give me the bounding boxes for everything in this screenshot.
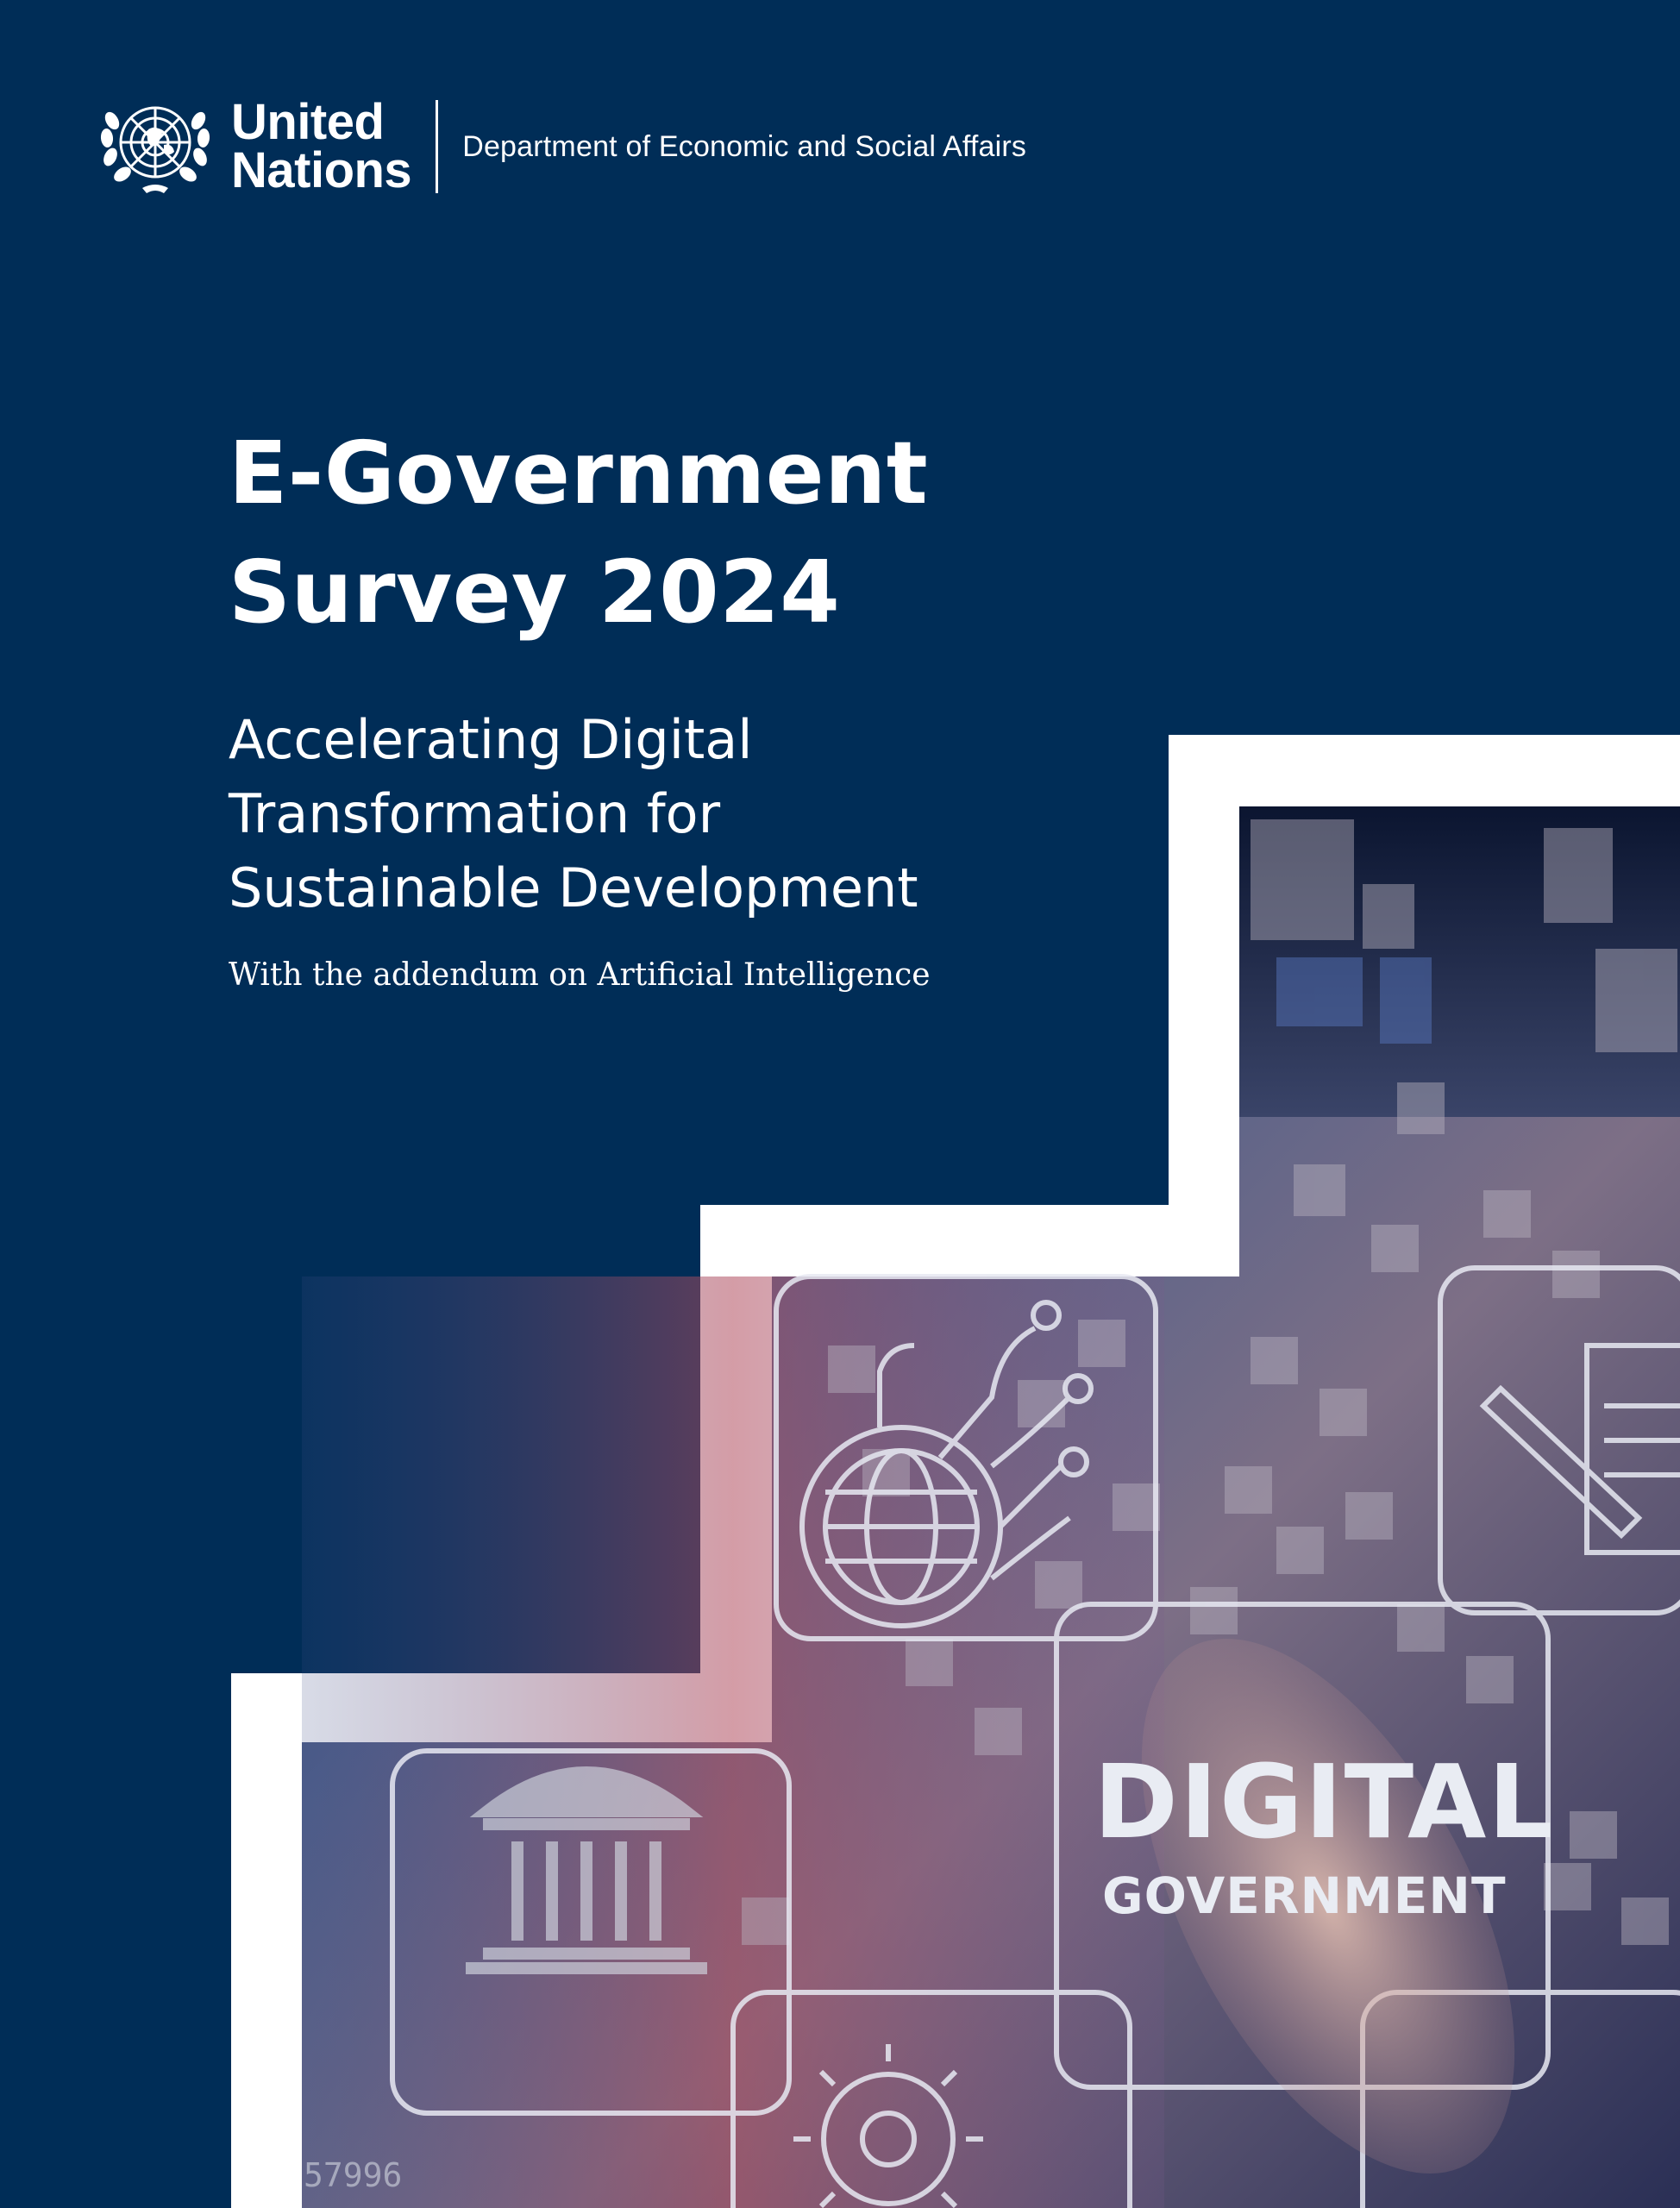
tile-outline <box>390 1748 792 2116</box>
touching-finger <box>1141 1638 1515 2174</box>
photo-corner-number: 57996 <box>304 2156 402 2194</box>
document-edit-icon <box>1479 1343 1680 1555</box>
un-emblem-icon <box>100 106 210 193</box>
report-subtitle: Accelerating Digital Transformation for … <box>229 703 918 925</box>
photo-top-band <box>1239 806 1680 1117</box>
tile-outline <box>774 1274 1158 1641</box>
org-name-line2: Nations <box>231 142 412 198</box>
report-subtitle-line3: Sustainable Development <box>229 856 918 919</box>
photo-subheadline: GOVERNMENT <box>1102 1866 1507 1925</box>
icon-outlines <box>390 1265 1680 2208</box>
globe-icon <box>799 1300 1094 1628</box>
government-building-icon <box>466 1766 707 1974</box>
report-title-line2: Survey 2024 <box>229 542 841 643</box>
org-name: United Nations <box>231 94 412 198</box>
header: United Nations Department of Economic an… <box>95 97 1026 197</box>
gear-icon <box>793 2044 983 2208</box>
org-name-line1: United <box>231 94 385 150</box>
photo-headline: DIGITAL <box>1094 1742 1554 1861</box>
header-divider <box>436 100 439 193</box>
report-subtitle-line1: Accelerating Digital <box>229 708 753 771</box>
tile-outline <box>1438 1265 1680 1615</box>
face-thumbnail-grid <box>742 819 1677 1945</box>
tile-outline <box>730 1990 1132 2208</box>
report-title-line1: E-Government <box>229 423 929 524</box>
report-title: E-Government Survey 2024 <box>229 414 928 652</box>
report-subtitle-line2: Transformation for <box>229 782 721 845</box>
department-name: Department of Economic and Social Affair… <box>462 129 1027 163</box>
addendum-note: With the addendum on Artificial Intellig… <box>229 957 931 993</box>
